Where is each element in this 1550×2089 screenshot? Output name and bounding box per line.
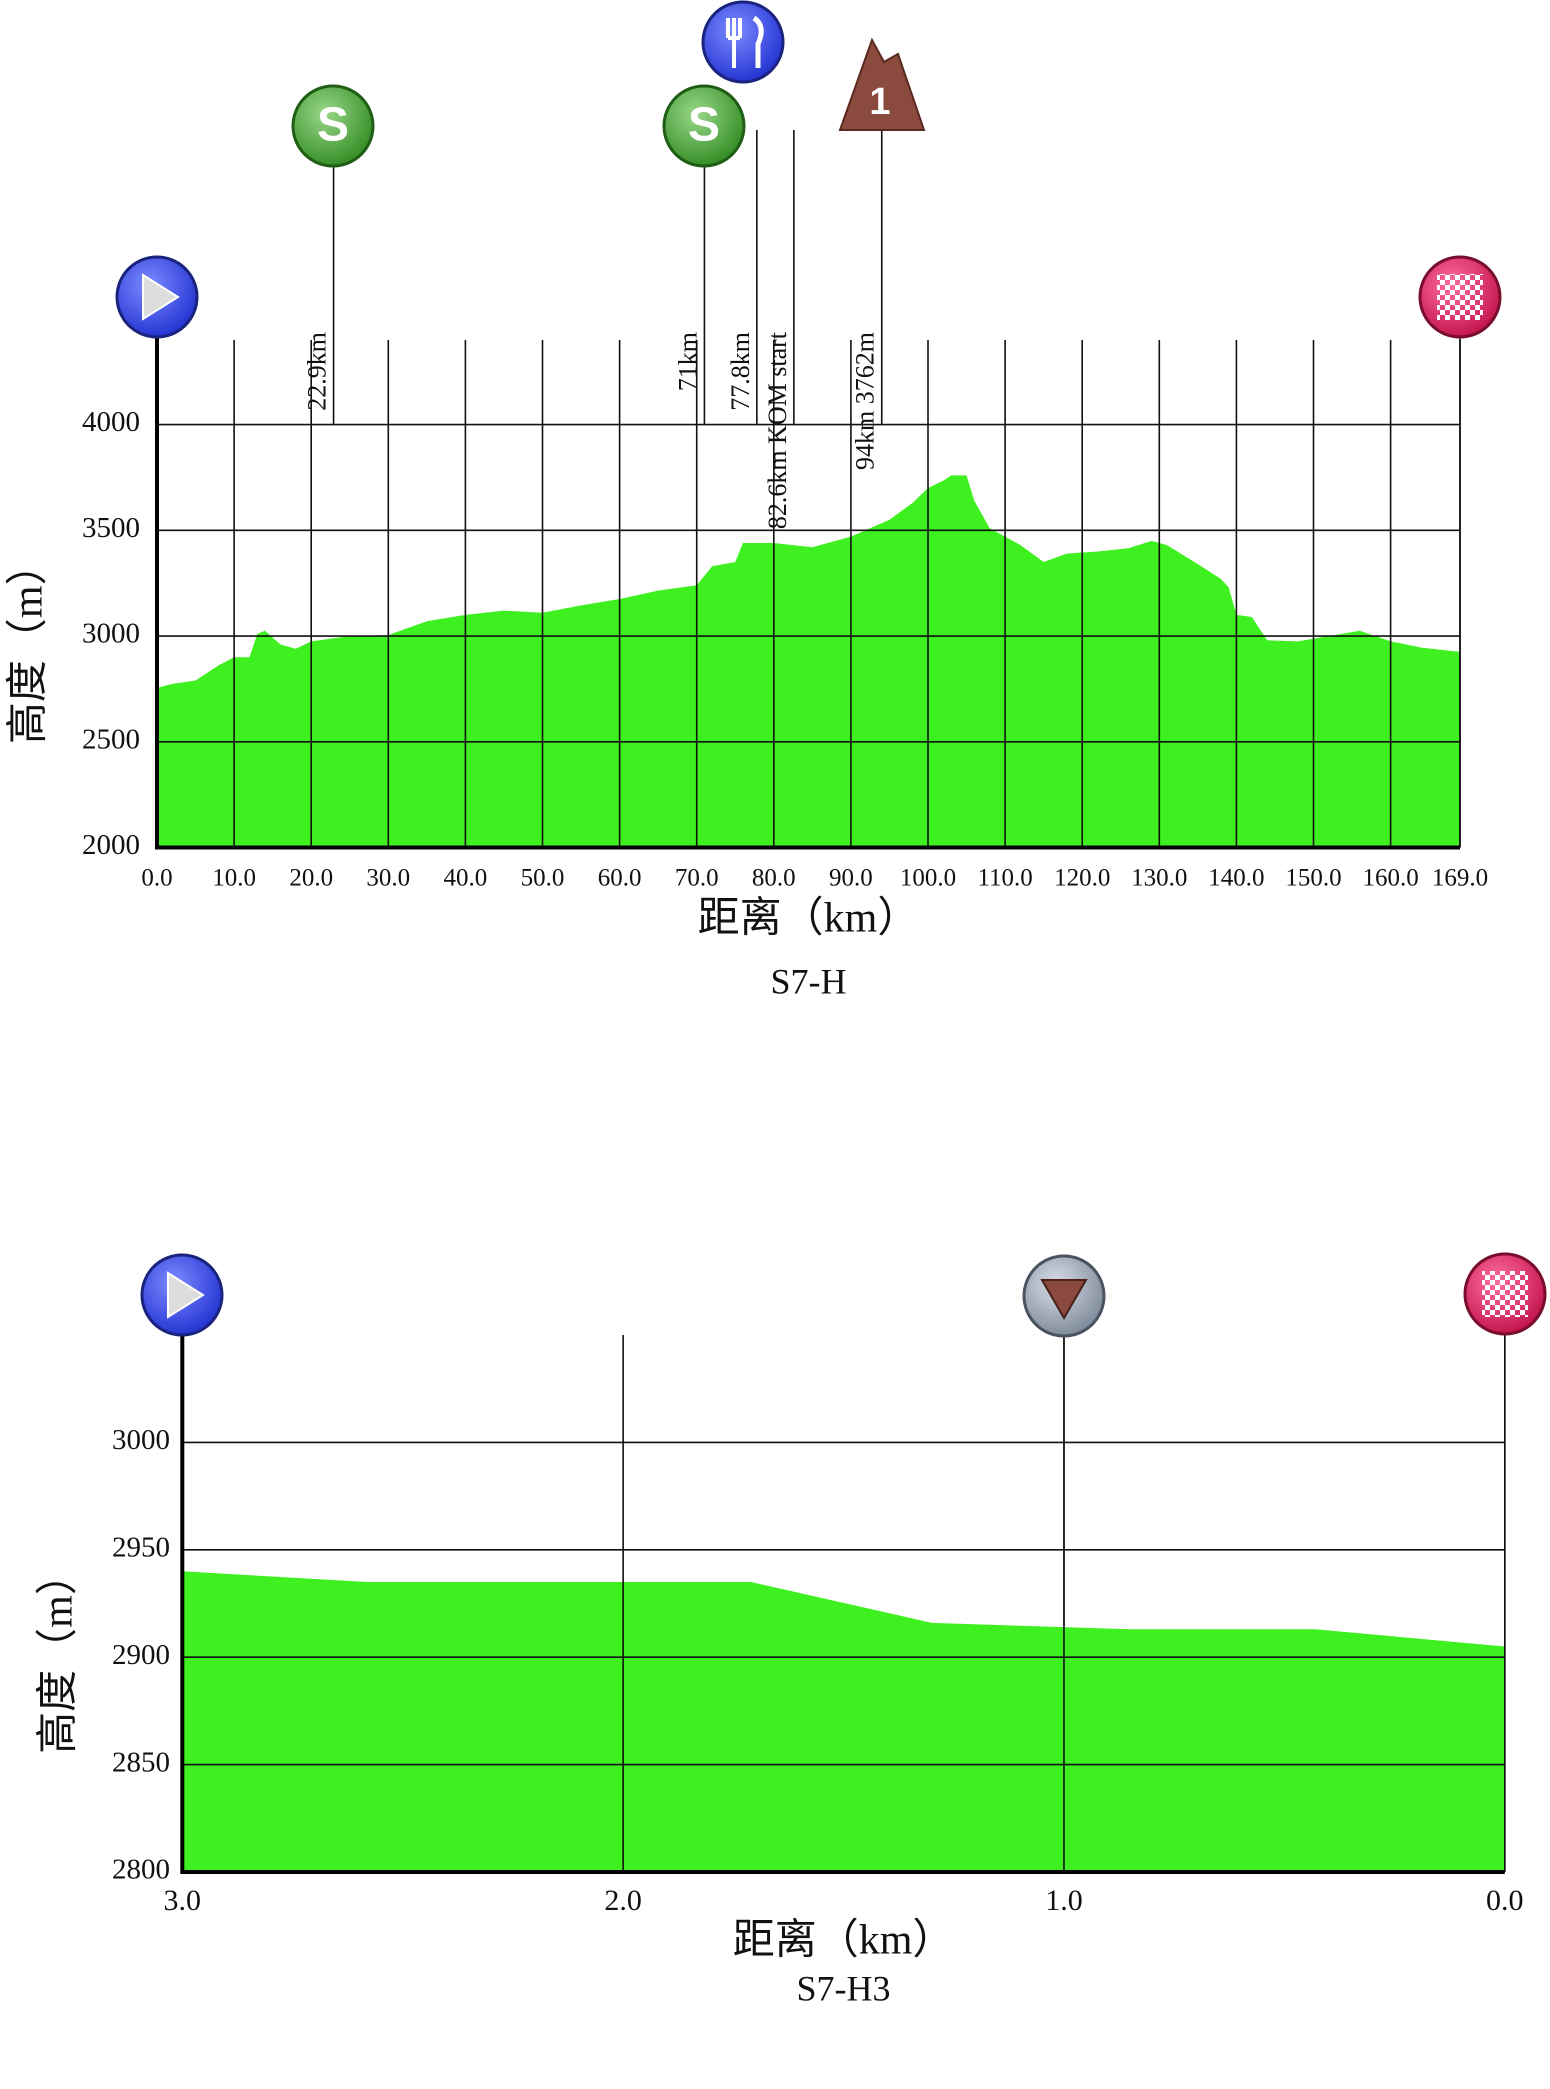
sprint-icon: S	[291, 84, 375, 168]
x-tick-label: 40.0	[444, 865, 488, 892]
kom-icon-text: 1	[869, 81, 890, 123]
x-tick-label: 30.0	[366, 865, 410, 892]
x-tick-label: 0.0	[141, 865, 172, 892]
icons: S S 1	[115, 0, 1547, 1626]
annotation-label: 22.9km	[303, 332, 332, 411]
x-tick-label: 90.0	[829, 865, 873, 892]
x-tick-label: 20.0	[289, 865, 333, 892]
x-tick-label: 2.0	[604, 1884, 642, 1917]
km-marker-icon	[1022, 1254, 1106, 1338]
y-tick-label: 2850	[112, 1746, 170, 1778]
x-tick-label: 60.0	[598, 865, 642, 892]
finish-icon	[1418, 255, 1502, 339]
y-tick-label: 3000	[112, 1424, 170, 1456]
sprint-icon-text: S	[688, 99, 720, 152]
y-tick-label: 2000	[82, 829, 140, 861]
kom-icon: 1	[838, 37, 926, 131]
x-tick-label: 120.0	[1054, 865, 1110, 892]
x-tick-label: 50.0	[521, 865, 565, 892]
annotation-label: 77.8km	[726, 332, 755, 411]
x-tick-label: 110.0	[977, 865, 1032, 892]
y-tick-label: 2500	[82, 723, 140, 755]
plot-layer: 2000 2500 3000 3500 4000 0.0 10.0 20.0 30.0 40.0 5…	[6, 130, 1524, 2008]
sprint-icon: S	[662, 84, 746, 168]
x-tick-label: 80.0	[752, 865, 796, 892]
chart-title: S7-H	[770, 961, 846, 1001]
annotation-label: 94km 3762m	[851, 332, 880, 470]
y-tick-label: 2900	[112, 1639, 170, 1671]
finish-icon	[1463, 1252, 1547, 1336]
x-tick-label: 0.0	[1486, 1884, 1524, 1917]
food-icon	[701, 0, 785, 84]
start-icon	[115, 255, 199, 339]
y-tick-label: 3000	[82, 618, 140, 650]
x-axis-label: 距离（km）	[698, 895, 920, 942]
y-tick-label: 3500	[82, 512, 140, 544]
x-tick-label: 150.0	[1285, 865, 1341, 892]
x-tick-label: 1.0	[1045, 1884, 1083, 1917]
y-tick-label: 4000	[82, 406, 140, 438]
y-tick-label: 2950	[112, 1531, 170, 1563]
x-tick-label: 169.0	[1432, 865, 1488, 892]
x-tick-label: 160.0	[1362, 865, 1418, 892]
y-axis-label: 高度（m）	[36, 1553, 82, 1754]
start-icon	[140, 1253, 224, 1337]
annotation-label: 82.6km KOM start	[763, 331, 792, 529]
y-axis-label: 高度（m）	[6, 543, 52, 744]
elevation-area	[182, 1571, 1505, 1872]
y-tick-label: 2800	[112, 1854, 170, 1886]
x-tick-label: 10.0	[212, 865, 256, 892]
x-tick-label: 3.0	[164, 1884, 202, 1917]
elevation-area	[157, 475, 1460, 848]
x-tick-label: 130.0	[1131, 865, 1187, 892]
chart-title: S7-H3	[797, 1968, 891, 2008]
annotation-label: 71km	[673, 332, 702, 391]
sprint-icon-text: S	[317, 99, 349, 152]
x-axis-label: 距离（km）	[733, 1917, 955, 1964]
x-tick-label: 70.0	[675, 865, 719, 892]
x-tick-label: 140.0	[1208, 865, 1264, 892]
x-tick-label: 100.0	[900, 865, 956, 892]
